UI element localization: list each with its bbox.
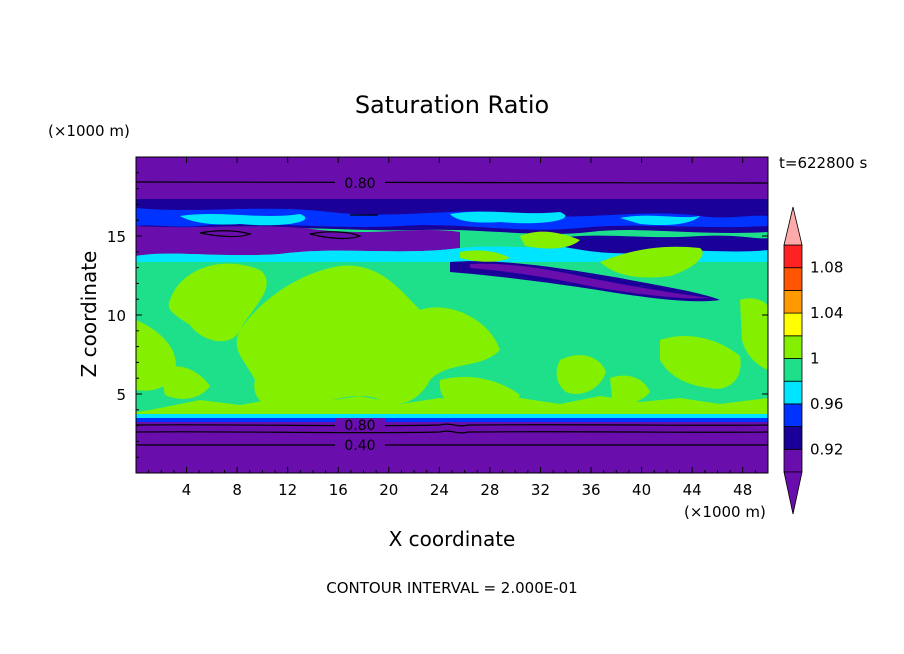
upper-purple-layer bbox=[136, 157, 768, 199]
colorbar-segment bbox=[783, 289, 803, 314]
lower-purple-layer bbox=[136, 422, 768, 473]
colorbar-label: 0.96 bbox=[810, 395, 843, 413]
cloud-base-strip bbox=[136, 396, 768, 414]
colorbar-over-arrow bbox=[783, 206, 803, 246]
cloud-patch-upper-right bbox=[600, 246, 703, 278]
x-tick-label: 32 bbox=[531, 481, 550, 499]
colorbar-segment bbox=[783, 312, 803, 337]
y-tick-label: 10 bbox=[107, 307, 126, 325]
x-tick-label: 8 bbox=[232, 481, 242, 499]
cloud-patch-upper-center bbox=[460, 231, 580, 262]
x-axis-label: X coordinate bbox=[389, 527, 516, 551]
colorbar-segment bbox=[783, 267, 803, 291]
cloud-patch-right bbox=[660, 298, 768, 389]
upper-cyan-patches bbox=[180, 211, 700, 226]
cloud-patch-1 bbox=[168, 263, 267, 342]
x-tick-label: 48 bbox=[733, 481, 752, 499]
plot-area: 0.80 0.80 0.40 bbox=[136, 157, 768, 473]
time-label: t=622800 s bbox=[779, 154, 867, 172]
y-axis-ticks: 5 10 15 bbox=[107, 172, 768, 458]
colorbar-label: 1.04 bbox=[810, 304, 843, 322]
cloud-patch-lower-right bbox=[556, 355, 650, 403]
dark-streak-upper-right bbox=[560, 235, 768, 254]
cloud-patch-lower-left bbox=[160, 366, 210, 399]
colorbar-segment bbox=[783, 358, 803, 382]
y-tick-label: 5 bbox=[116, 386, 126, 404]
x-tick-label: 20 bbox=[379, 481, 398, 499]
x-tick-label: 4 bbox=[182, 481, 192, 499]
cloud-patch-large bbox=[236, 265, 500, 411]
colorbar-segment bbox=[783, 244, 803, 269]
contour-interval-footer: CONTOUR INTERVAL = 2.000E-01 bbox=[326, 579, 577, 597]
contour-line-lower-2 bbox=[136, 430, 768, 434]
contour-label-group: 0.80 0.80 0.40 bbox=[335, 175, 385, 454]
x-tick-label: 36 bbox=[581, 481, 600, 499]
x-tick-label: 12 bbox=[278, 481, 297, 499]
colorbar: 0.92 0.96 1 1.04 1.08 bbox=[783, 206, 843, 515]
contour-line-lower-1 bbox=[136, 423, 768, 427]
colorbar-label: 1.08 bbox=[810, 259, 843, 277]
contour-label: 0.40 bbox=[344, 438, 375, 454]
x-tick-label: 40 bbox=[632, 481, 651, 499]
colorbar-segment bbox=[783, 380, 803, 405]
contour-label: 0.80 bbox=[344, 418, 375, 434]
y-tick-label: 15 bbox=[107, 228, 126, 246]
lower-blue-band bbox=[136, 418, 768, 422]
contour-lines bbox=[136, 181, 768, 446]
contour-closed-2 bbox=[309, 231, 362, 240]
lower-cyan-band bbox=[136, 414, 768, 418]
colorbar-segment bbox=[783, 335, 803, 359]
contour-closed-1 bbox=[199, 230, 252, 238]
contour-line-upper bbox=[136, 181, 768, 184]
colorbar-segment bbox=[783, 448, 803, 473]
x-axis-ticks: 4 8 12 16 20 24 28 32 36 40 44 48 bbox=[148, 157, 756, 499]
colorbar-label: 1 bbox=[810, 350, 820, 368]
colorbar-segment bbox=[783, 426, 803, 450]
contour-line-lower-3 bbox=[136, 444, 768, 446]
x-tick-label: 44 bbox=[683, 481, 702, 499]
x-tick-label: 16 bbox=[329, 481, 348, 499]
purple-streak-right bbox=[470, 263, 710, 299]
y-units-label: (×1000 m) bbox=[48, 122, 130, 140]
colorbar-under-arrow bbox=[783, 471, 803, 515]
upper-blue-streak bbox=[136, 208, 768, 230]
x-tick-label: 24 bbox=[430, 481, 449, 499]
contour-label: 0.80 bbox=[344, 176, 375, 192]
mid-purple-layer bbox=[136, 226, 460, 256]
x-units-label: (×1000 m) bbox=[684, 503, 766, 521]
colorbar-segment bbox=[783, 403, 803, 427]
y-axis-label: Z coordinate bbox=[77, 251, 101, 378]
x-tick-label: 28 bbox=[480, 481, 499, 499]
chart-title: Saturation Ratio bbox=[355, 91, 549, 119]
colorbar-label: 0.92 bbox=[810, 440, 843, 458]
